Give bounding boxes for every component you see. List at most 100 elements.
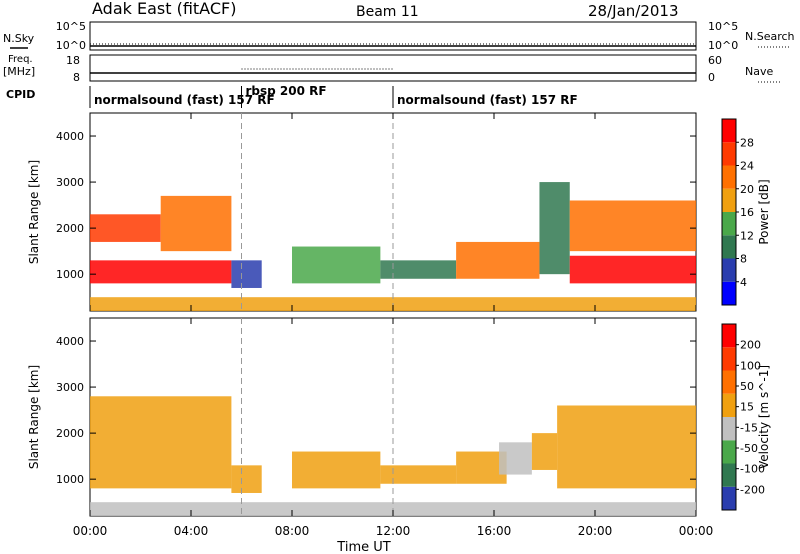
nave-label: Nave <box>745 65 773 78</box>
colorbar-swatch <box>722 370 736 394</box>
time-tick-label: 12:00 <box>376 524 411 538</box>
colorbar-tick-label: 200 <box>740 339 761 352</box>
y-tick-label: 4000 <box>56 335 84 348</box>
freq-left-tick-top: 18 <box>66 54 80 67</box>
data-region <box>380 260 457 279</box>
colorbar-tick-label: 28 <box>740 136 754 149</box>
y-tick-label: 1000 <box>56 268 84 281</box>
noise-right-tick-top: 10^5 <box>708 20 738 33</box>
time-tick-label: 00:00 <box>73 524 108 538</box>
data-region <box>531 433 558 470</box>
time-axis: 00:00 04:00 08:00 12:00 16:00 20:00 00:00 <box>73 524 714 538</box>
beam-title: Beam 11 <box>356 4 419 20</box>
y-tick-label: 2000 <box>56 222 84 235</box>
time-tick-label: 04:00 <box>174 524 209 538</box>
colorbar-swatch <box>722 258 736 282</box>
velocity-colorbar-label: Velocity [m s^-1] <box>757 365 771 469</box>
colorbar-tick-label: -15 <box>740 421 758 434</box>
y-tick-label: 4000 <box>56 130 84 143</box>
y-tick-label: 3000 <box>56 381 84 394</box>
velocity-panel: Slant Range [km] 1000 2000 3000 4000 <box>27 317 697 517</box>
noise-trace <box>90 43 696 47</box>
colorbar-swatch <box>722 417 736 441</box>
date-title: 28/Jan/2013 <box>588 2 679 20</box>
noise-left-tick-top: 10^5 <box>56 20 86 33</box>
colorbar-tick-label: 100 <box>740 359 761 372</box>
power-colorbar-label: Power [dB] <box>757 179 771 244</box>
data-region <box>456 451 507 484</box>
colorbar-tick-label: 16 <box>740 206 754 219</box>
y-tick-label: 2000 <box>56 427 84 440</box>
data-region <box>569 255 696 284</box>
colorbar-tick-label: 50 <box>740 380 754 393</box>
cpid-label: normalsound (fast) 157 RF <box>397 93 578 107</box>
nsky-label: N.Sky <box>3 32 35 45</box>
colorbar-swatch <box>722 486 736 510</box>
data-region <box>499 442 532 475</box>
nsearch-label: N.Search <box>745 30 795 43</box>
colorbar-swatch <box>722 393 736 417</box>
data-region <box>160 195 232 252</box>
cpid-label: normalsound (fast) 157 RF <box>94 93 275 107</box>
y-tick-label: 1000 <box>56 473 84 486</box>
time-tick-label: 00:00 <box>679 524 714 538</box>
data-region <box>231 260 262 288</box>
colorbar-tick-label: -50 <box>740 442 758 455</box>
colorbar-tick-label: 20 <box>740 183 754 196</box>
colorbar-swatch <box>722 165 736 189</box>
noise-panel-frame <box>89 21 697 51</box>
freq-label-1: Freq. <box>8 54 33 65</box>
colorbar-swatch <box>722 324 736 348</box>
colorbar-swatch <box>722 142 736 166</box>
velocity-ylabel: Slant Range [km] <box>27 365 41 469</box>
freq-right-tick-top: 60 <box>708 54 722 67</box>
velocity-colorbar: Velocity [m s^-1] 200 100 50 15 -15 -50 -100 -2… <box>721 323 771 511</box>
time-tick-label: 08:00 <box>275 524 310 538</box>
data-region <box>569 200 696 252</box>
data-region <box>90 260 232 284</box>
colorbar-swatch <box>722 347 736 371</box>
y-tick-label: 3000 <box>56 176 84 189</box>
freq-right-tick-bottom: 0 <box>708 71 715 84</box>
colorbar-swatch <box>722 188 736 212</box>
data-region <box>231 465 262 493</box>
noise-right-tick-bottom: 10^0 <box>708 39 738 52</box>
colorbar-tick-label: -200 <box>740 483 765 496</box>
colorbar-swatch <box>722 235 736 259</box>
colorbar-swatch <box>722 119 736 143</box>
colorbar-tick-label: 8 <box>740 253 747 266</box>
site-title: Adak East (fitACF) <box>92 0 236 18</box>
time-axis-label: Time UT <box>336 540 390 554</box>
colorbar-swatch <box>722 440 736 464</box>
cpid-label: rbsp 200 RF <box>246 84 327 98</box>
power-panel: Slant Range [km] 1000 2000 3000 4000 <box>27 112 697 312</box>
data-region <box>380 465 457 484</box>
colorbar-tick-label: 24 <box>740 160 754 173</box>
data-region <box>292 246 381 284</box>
colorbar-frame <box>721 323 737 511</box>
time-tick-label: 16:00 <box>477 524 512 538</box>
freq-left-tick-bottom: 8 <box>73 71 80 84</box>
noise-left-tick-bottom: 10^0 <box>56 39 86 52</box>
data-region <box>557 405 696 489</box>
freq-label-2: [MHz] <box>3 65 35 78</box>
colorbar-swatch <box>722 212 736 236</box>
data-region <box>292 451 381 489</box>
power-colorbar: Power [dB] 4 8 12 16 20 24 28 <box>721 118 771 306</box>
colorbar-swatch <box>722 281 736 305</box>
time-tick-label: 20:00 <box>578 524 613 538</box>
data-region <box>90 396 232 489</box>
data-region <box>90 214 161 242</box>
power-ylabel: Slant Range [km] <box>27 160 41 264</box>
cpid-label: CPID <box>6 88 35 101</box>
data-region <box>539 182 570 275</box>
colorbar-tick-label: 4 <box>740 276 747 289</box>
freq-panel-frame <box>89 54 697 82</box>
colorbar-tick-label: 15 <box>740 401 754 414</box>
data-region <box>456 241 540 279</box>
colorbar-swatch <box>722 463 736 487</box>
colorbar-tick-label: -100 <box>740 463 765 476</box>
colorbar-tick-label: 12 <box>740 229 754 242</box>
